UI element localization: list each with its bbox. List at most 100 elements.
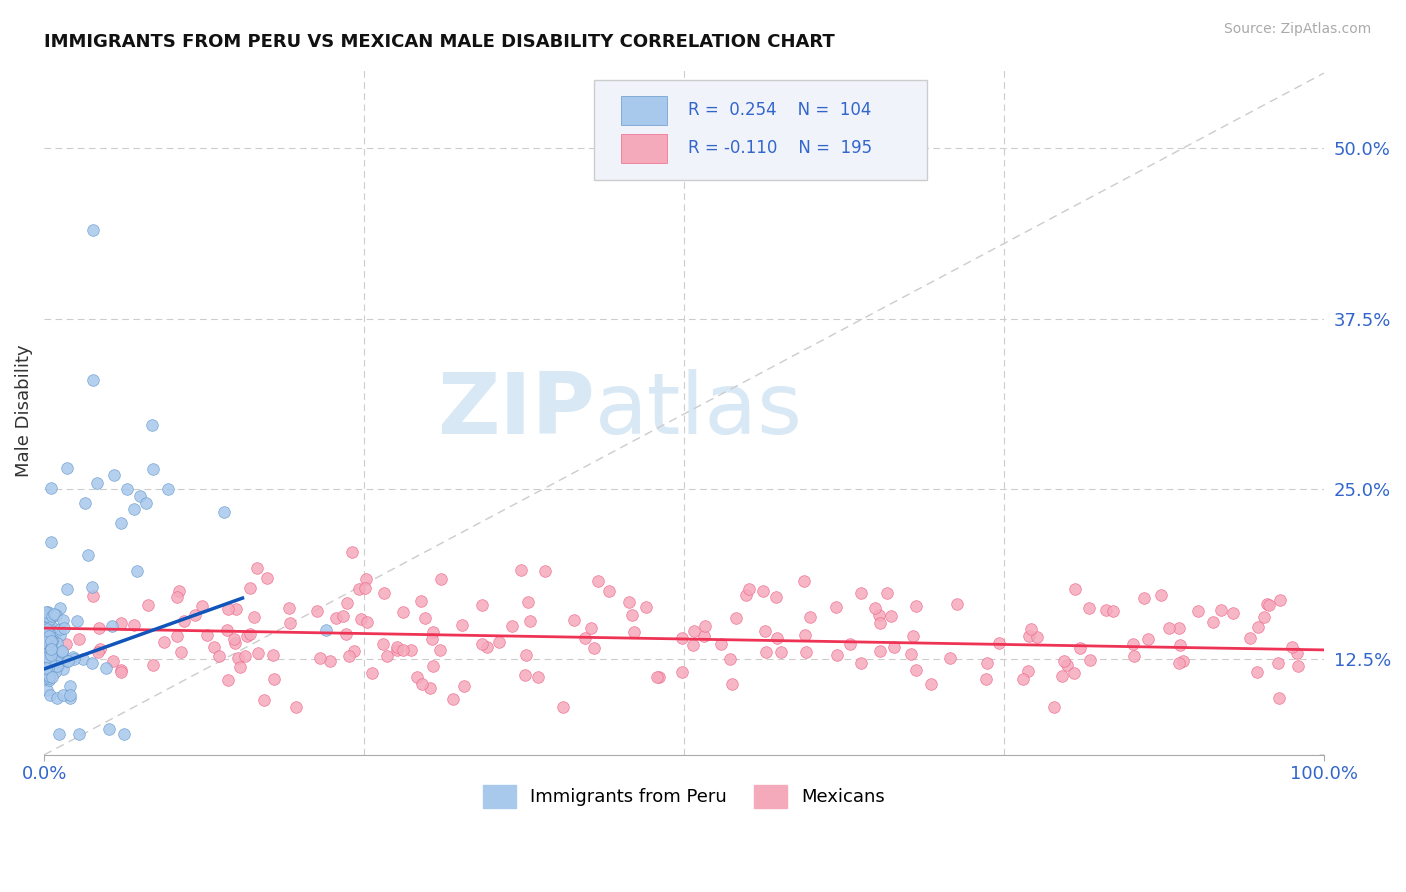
Point [579, 621, 602, 635]
Point [48, 650, 70, 665]
Point [974, 672, 997, 686]
Point [49, 623, 72, 637]
Point [58, 654, 80, 668]
Point [422, 625, 444, 640]
Point [645, 670, 668, 684]
Point [49, 628, 72, 642]
Point [752, 584, 775, 599]
Point [598, 584, 620, 599]
Point [39, 481, 62, 495]
Point [37, 650, 59, 665]
Point [34, 664, 56, 678]
Point [1063, 665, 1085, 680]
Point [34, 657, 56, 671]
Point [89, 621, 111, 635]
Point [63, 651, 86, 665]
Point [37, 633, 59, 648]
Point [225, 602, 247, 616]
Point [38, 669, 60, 683]
Point [1286, 646, 1309, 660]
Point [44, 626, 66, 640]
Point [35, 682, 58, 697]
Point [58, 688, 80, 702]
Point [284, 700, 307, 714]
Point [157, 482, 180, 496]
Point [278, 600, 301, 615]
Point [217, 673, 239, 687]
Point [236, 629, 259, 643]
Point [373, 586, 395, 600]
Point [621, 608, 644, 623]
Point [1018, 629, 1040, 643]
Point [392, 643, 415, 657]
Point [880, 608, 903, 623]
Point [41, 609, 63, 624]
Point [226, 650, 249, 665]
Point [129, 489, 152, 503]
Point [55, 582, 77, 596]
Point [1201, 615, 1223, 629]
Point [336, 596, 359, 610]
Point [242, 610, 264, 624]
Point [838, 636, 860, 650]
Point [82, 373, 104, 387]
Point [73, 496, 96, 510]
Point [738, 582, 761, 596]
Point [920, 677, 942, 691]
Text: R =  0.254    N =  104: R = 0.254 N = 104 [688, 101, 872, 119]
Point [167, 583, 190, 598]
Point [51, 645, 73, 659]
Point [354, 572, 377, 586]
Point [262, 648, 284, 662]
Point [48, 601, 70, 615]
Point [34, 643, 56, 657]
Point [450, 618, 472, 632]
Point [191, 599, 214, 613]
Point [510, 563, 533, 577]
Point [1256, 597, 1278, 611]
Point [617, 595, 640, 609]
Point [77, 548, 100, 562]
Point [122, 618, 145, 632]
Point [1042, 700, 1064, 714]
Point [515, 648, 537, 662]
Point [517, 595, 540, 609]
Point [343, 643, 366, 657]
Point [354, 582, 377, 596]
Point [41, 633, 63, 648]
Point [1026, 630, 1049, 644]
Point [142, 461, 165, 475]
Point [110, 665, 132, 680]
Point [901, 629, 924, 643]
Point [562, 613, 585, 627]
Point [39, 612, 62, 626]
Point [422, 659, 444, 673]
Point [41, 651, 63, 665]
Point [648, 670, 671, 684]
Point [1094, 603, 1116, 617]
Point [868, 607, 890, 622]
Point [86, 476, 108, 491]
Point [453, 679, 475, 693]
Point [693, 619, 716, 633]
Point [976, 656, 998, 670]
Point [38, 644, 60, 658]
Point [849, 586, 872, 600]
Point [406, 670, 429, 684]
Point [142, 657, 165, 672]
Legend: Immigrants from Peru, Mexicans: Immigrants from Peru, Mexicans [477, 778, 891, 814]
Point [37, 661, 59, 675]
Point [385, 643, 408, 657]
Point [471, 637, 494, 651]
Point [905, 663, 928, 677]
Bar [621, 96, 668, 125]
Point [110, 516, 132, 530]
Point [375, 649, 398, 664]
Point [56, 654, 79, 668]
Point [44, 665, 66, 680]
Point [59, 690, 82, 705]
Text: atlas: atlas [595, 369, 803, 452]
Point [755, 645, 778, 659]
Point [939, 651, 962, 665]
Point [411, 677, 433, 691]
